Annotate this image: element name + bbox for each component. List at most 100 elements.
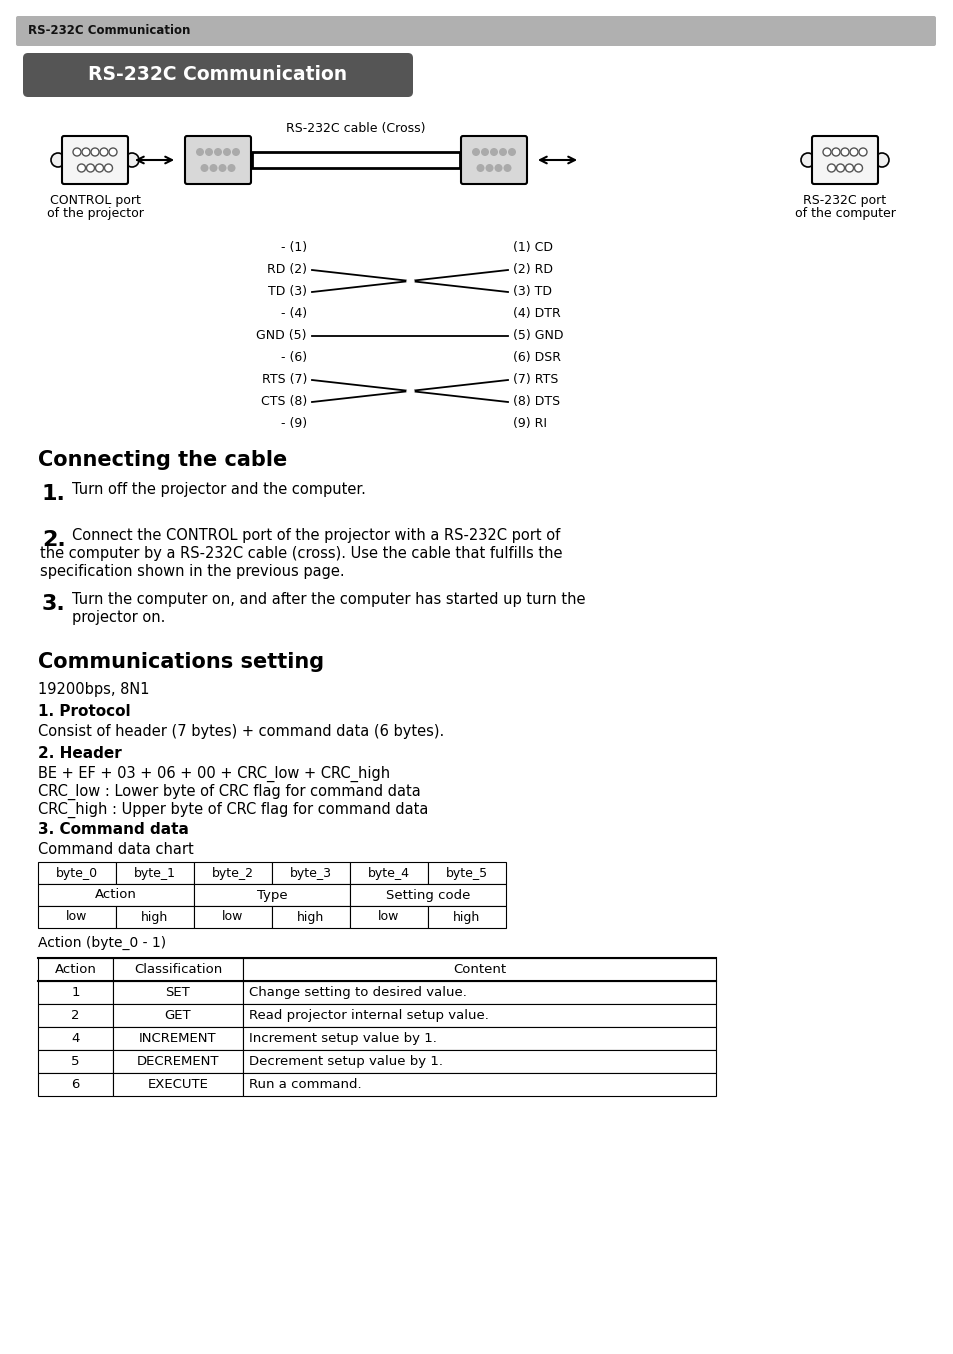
Circle shape — [232, 148, 240, 156]
Text: 2: 2 — [71, 1009, 80, 1022]
FancyBboxPatch shape — [16, 16, 935, 46]
Bar — [428, 862, 505, 884]
Circle shape — [849, 148, 857, 156]
Text: (1) CD: (1) CD — [513, 241, 553, 255]
Text: RS-232C port: RS-232C port — [802, 194, 885, 207]
Bar — [112, 1026, 243, 1049]
Text: Consist of header (7 bytes) + command data (6 bytes).: Consist of header (7 bytes) + command da… — [38, 724, 444, 739]
Circle shape — [844, 164, 853, 172]
Circle shape — [494, 164, 502, 172]
Text: SET: SET — [166, 986, 191, 999]
Text: TD (3): TD (3) — [268, 286, 307, 298]
Text: (2) RD: (2) RD — [513, 264, 553, 276]
Text: CONTROL port: CONTROL port — [50, 194, 140, 207]
Bar — [243, 1005, 716, 1026]
FancyBboxPatch shape — [460, 135, 526, 184]
Circle shape — [485, 164, 493, 172]
Text: CRC_high : Upper byte of CRC flag for command data: CRC_high : Upper byte of CRC flag for co… — [38, 802, 428, 818]
Circle shape — [109, 148, 117, 156]
Bar — [243, 1026, 716, 1049]
Text: low: low — [222, 910, 243, 923]
Text: (3) TD: (3) TD — [513, 286, 552, 298]
FancyBboxPatch shape — [23, 53, 413, 97]
Circle shape — [100, 148, 108, 156]
Text: CRC_low : Lower byte of CRC flag for command data: CRC_low : Lower byte of CRC flag for com… — [38, 784, 420, 800]
Text: low: low — [67, 910, 88, 923]
Bar — [350, 862, 428, 884]
Text: Content: Content — [453, 963, 505, 976]
Text: DECREMENT: DECREMENT — [136, 1055, 219, 1068]
Text: Change setting to desired value.: Change setting to desired value. — [249, 986, 466, 999]
Circle shape — [200, 164, 209, 172]
Text: 3. Command data: 3. Command data — [38, 822, 189, 837]
Circle shape — [801, 153, 814, 167]
Text: 1. Protocol: 1. Protocol — [38, 704, 131, 719]
Text: 6: 6 — [71, 1078, 80, 1091]
Circle shape — [125, 153, 139, 167]
Text: Connect the CONTROL port of the projector with a RS-232C port of: Connect the CONTROL port of the projecto… — [71, 528, 559, 543]
Circle shape — [218, 164, 226, 172]
Bar — [38, 1026, 112, 1049]
Circle shape — [472, 148, 479, 156]
Circle shape — [480, 148, 489, 156]
Text: byte_4: byte_4 — [368, 867, 410, 880]
Text: EXECUTE: EXECUTE — [148, 1078, 208, 1091]
Text: RTS (7): RTS (7) — [261, 374, 307, 386]
Bar — [112, 959, 243, 982]
Text: BE + EF + 03 + 06 + 00 + CRC_low + CRC_high: BE + EF + 03 + 06 + 00 + CRC_low + CRC_h… — [38, 766, 390, 783]
Circle shape — [82, 148, 90, 156]
Circle shape — [490, 148, 497, 156]
Text: 2. Header: 2. Header — [38, 746, 122, 761]
Bar — [193, 862, 272, 884]
Text: RS-232C cable (Cross): RS-232C cable (Cross) — [286, 122, 425, 135]
Circle shape — [195, 148, 204, 156]
Circle shape — [95, 164, 103, 172]
Text: Action (byte_0 - 1): Action (byte_0 - 1) — [38, 936, 166, 951]
Bar — [243, 959, 716, 982]
Text: Communications setting: Communications setting — [38, 653, 324, 672]
Circle shape — [841, 148, 848, 156]
Text: (6) DSR: (6) DSR — [513, 352, 560, 364]
Bar — [243, 982, 716, 1005]
Bar — [38, 906, 116, 927]
Text: high: high — [297, 910, 324, 923]
Text: Turn the computer on, and after the computer has started up turn the: Turn the computer on, and after the comp… — [71, 592, 585, 607]
Text: 4: 4 — [71, 1032, 80, 1045]
Bar — [116, 906, 193, 927]
Bar — [243, 1072, 716, 1095]
Text: of the projector: of the projector — [47, 207, 143, 219]
Text: 19200bps, 8N1: 19200bps, 8N1 — [38, 682, 150, 697]
Bar — [252, 152, 459, 168]
Text: byte_0: byte_0 — [56, 867, 98, 880]
Text: RS-232C Communication: RS-232C Communication — [28, 24, 191, 38]
Bar — [116, 862, 193, 884]
Circle shape — [105, 164, 112, 172]
Text: INCREMENT: INCREMENT — [139, 1032, 216, 1045]
Text: (5) GND: (5) GND — [513, 329, 563, 343]
Text: 2.: 2. — [42, 529, 66, 550]
Bar — [38, 959, 112, 982]
Circle shape — [227, 164, 235, 172]
Text: Decrement setup value by 1.: Decrement setup value by 1. — [249, 1055, 442, 1068]
Text: Setting code: Setting code — [385, 888, 470, 902]
Bar — [38, 1049, 112, 1072]
Text: 1: 1 — [71, 986, 80, 999]
Circle shape — [826, 164, 835, 172]
Bar — [350, 906, 428, 927]
Text: high: high — [141, 910, 169, 923]
Circle shape — [874, 153, 888, 167]
Circle shape — [91, 148, 99, 156]
Text: - (9): - (9) — [280, 417, 307, 431]
Circle shape — [213, 148, 222, 156]
Text: Action: Action — [95, 888, 137, 902]
Text: - (1): - (1) — [280, 241, 307, 255]
Bar — [112, 1005, 243, 1026]
Text: Action: Action — [54, 963, 96, 976]
Bar — [350, 884, 505, 906]
Bar — [38, 862, 116, 884]
Text: (7) RTS: (7) RTS — [513, 374, 558, 386]
Text: byte_5: byte_5 — [445, 867, 488, 880]
FancyBboxPatch shape — [62, 135, 128, 184]
Circle shape — [51, 153, 65, 167]
Text: Connecting the cable: Connecting the cable — [38, 450, 287, 470]
